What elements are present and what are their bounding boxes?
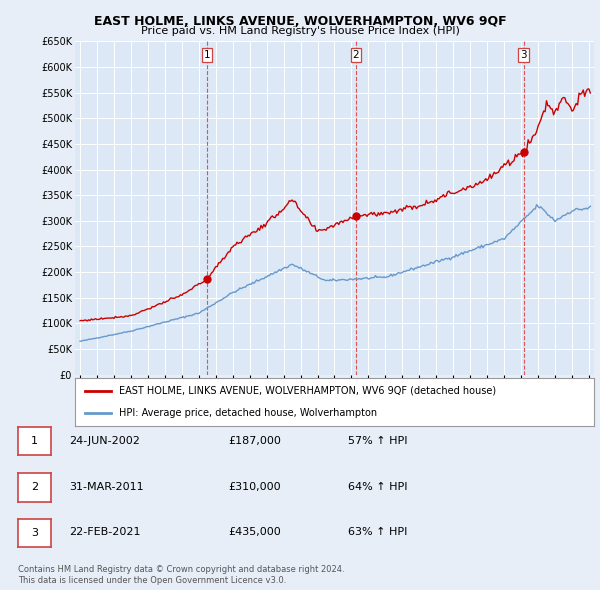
Text: 3: 3 xyxy=(520,50,527,60)
Text: Price paid vs. HM Land Registry's House Price Index (HPI): Price paid vs. HM Land Registry's House … xyxy=(140,26,460,36)
Text: 63% ↑ HPI: 63% ↑ HPI xyxy=(348,527,407,537)
Text: 22-FEB-2021: 22-FEB-2021 xyxy=(69,527,140,537)
Text: This data is licensed under the Open Government Licence v3.0.: This data is licensed under the Open Gov… xyxy=(18,576,286,585)
Text: £310,000: £310,000 xyxy=(228,482,281,491)
Text: 1: 1 xyxy=(204,50,211,60)
Text: 31-MAR-2011: 31-MAR-2011 xyxy=(69,482,143,491)
Text: 64% ↑ HPI: 64% ↑ HPI xyxy=(348,482,407,491)
Text: 2: 2 xyxy=(31,483,38,492)
Text: 24-JUN-2002: 24-JUN-2002 xyxy=(69,436,140,445)
Text: 1: 1 xyxy=(31,437,38,446)
Text: HPI: Average price, detached house, Wolverhampton: HPI: Average price, detached house, Wolv… xyxy=(119,408,377,418)
Text: 2: 2 xyxy=(352,50,359,60)
Text: 57% ↑ HPI: 57% ↑ HPI xyxy=(348,436,407,445)
Text: Contains HM Land Registry data © Crown copyright and database right 2024.: Contains HM Land Registry data © Crown c… xyxy=(18,565,344,574)
Text: EAST HOLME, LINKS AVENUE, WOLVERHAMPTON, WV6 9QF: EAST HOLME, LINKS AVENUE, WOLVERHAMPTON,… xyxy=(94,15,506,28)
Text: £187,000: £187,000 xyxy=(228,436,281,445)
Text: EAST HOLME, LINKS AVENUE, WOLVERHAMPTON, WV6 9QF (detached house): EAST HOLME, LINKS AVENUE, WOLVERHAMPTON,… xyxy=(119,386,496,396)
Text: £435,000: £435,000 xyxy=(228,527,281,537)
Text: 3: 3 xyxy=(31,528,38,537)
